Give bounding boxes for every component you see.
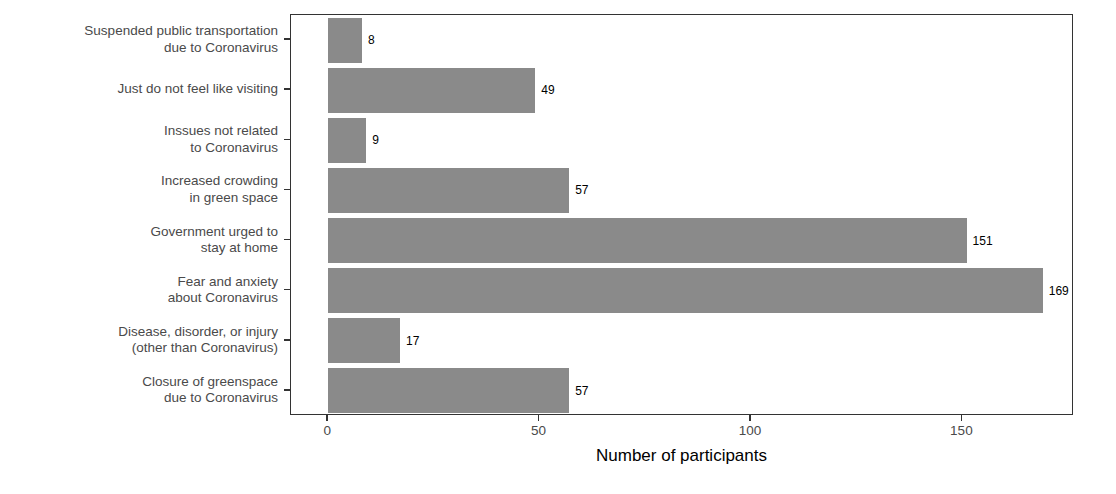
bar-value-label: 57	[575, 183, 588, 197]
x-axis-tick	[961, 415, 963, 421]
bar	[328, 218, 966, 263]
bar-value-label: 151	[973, 234, 993, 248]
bar	[328, 118, 366, 163]
x-axis-tick-label: 0	[323, 423, 331, 438]
y-axis-tick	[284, 139, 290, 141]
x-axis-tick-label: 100	[739, 423, 762, 438]
y-axis-label: Suspended public transportationdue to Co…	[0, 23, 278, 56]
y-axis-label: Closure of greenspacedue to Coronavirus	[0, 373, 278, 406]
x-axis-tick-label: 50	[531, 423, 546, 438]
y-axis-label: Just do not feel like visiting	[0, 81, 278, 98]
bar-value-label: 9	[372, 133, 379, 147]
bar	[328, 168, 569, 213]
bar	[328, 318, 400, 363]
bar-chart: 8 49 9 57 151 169 17 57 Suspended public transp…	[0, 0, 1116, 494]
plot-panel: 8 49 9 57 151 169 17 57	[290, 14, 1073, 415]
x-axis-tick	[538, 415, 540, 421]
bar-value-label: 169	[1049, 284, 1069, 298]
bar	[328, 368, 569, 413]
y-axis-label: Increased crowdingin green space	[0, 173, 278, 206]
x-axis-tick-label: 150	[950, 423, 973, 438]
y-axis-label: Disease, disorder, or injury(other than …	[0, 323, 278, 356]
x-axis-tick	[326, 415, 328, 421]
y-axis-tick	[284, 88, 290, 90]
bar-value-label: 17	[406, 334, 419, 348]
y-axis-tick	[284, 239, 290, 241]
bar	[328, 68, 535, 113]
x-axis-title: Number of participants	[596, 446, 767, 466]
y-axis-label: Fear and anxietyabout Coronavirus	[0, 273, 278, 306]
bar	[328, 268, 1043, 313]
bar-value-label: 49	[541, 83, 554, 97]
bar-value-label: 57	[575, 384, 588, 398]
y-axis-label: Inssues not relatedto Coronavirus	[0, 123, 278, 156]
y-axis-tick	[284, 339, 290, 341]
y-axis-tick	[284, 389, 290, 391]
y-axis-tick	[284, 189, 290, 191]
bar-value-label: 8	[368, 33, 375, 47]
y-axis-tick	[284, 38, 290, 40]
bar	[328, 18, 362, 63]
y-axis-tick	[284, 289, 290, 291]
x-axis-tick	[749, 415, 751, 421]
y-axis-label: Government urged tostay at home	[0, 223, 278, 256]
